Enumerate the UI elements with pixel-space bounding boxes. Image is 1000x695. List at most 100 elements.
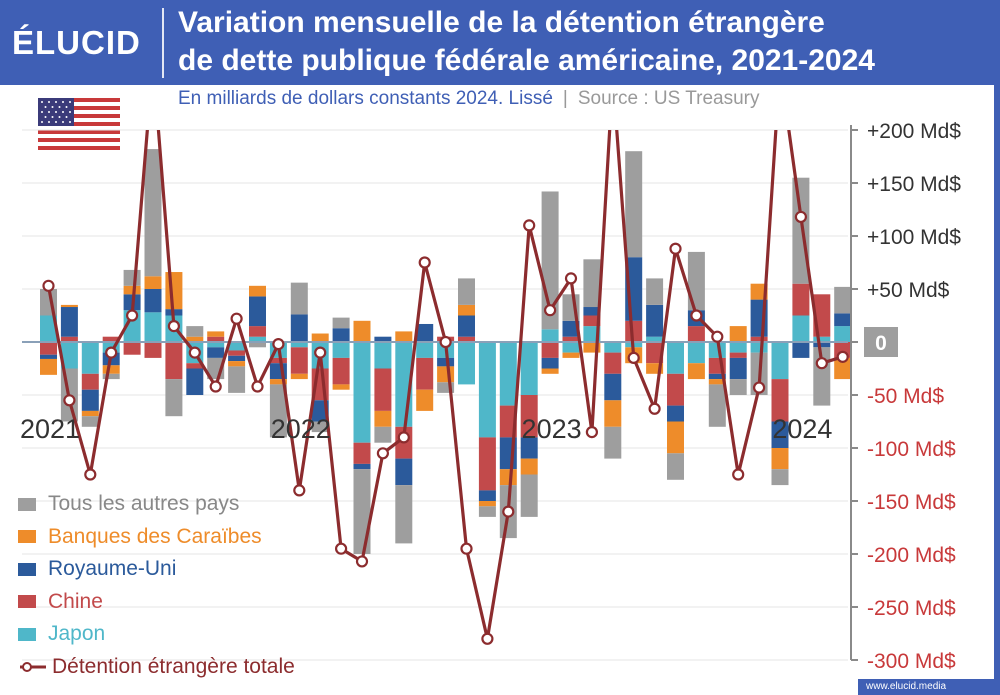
- bar-caribbean-2022-12[interactable]: [521, 459, 538, 475]
- bar-caribbean-2021-04[interactable]: [103, 365, 120, 373]
- bar-china-2022-04[interactable]: [354, 443, 371, 464]
- total-point-2023-02[interactable]: [566, 273, 576, 283]
- bar-japan-2023-11[interactable]: [751, 342, 768, 353]
- bar-others-2021-08[interactable]: [186, 326, 203, 337]
- bar-others-2023-09[interactable]: [709, 384, 726, 426]
- bar-china-2021-11[interactable]: [249, 326, 266, 337]
- bar-japan-2023-04[interactable]: [604, 342, 621, 353]
- total-point-2021-09[interactable]: [211, 382, 221, 392]
- bar-caribbean-2022-02[interactable]: [312, 334, 329, 342]
- bar-uk-2022-09[interactable]: [458, 316, 475, 337]
- bar-china-2022-07[interactable]: [416, 358, 433, 390]
- bar-others-2021-10[interactable]: [228, 366, 245, 393]
- bar-china-2023-10[interactable]: [730, 353, 747, 358]
- total-point-2021-08[interactable]: [190, 348, 200, 358]
- bar-japan-2023-02[interactable]: [563, 342, 580, 353]
- total-point-2023-06[interactable]: [650, 404, 660, 414]
- bar-others-2023-07[interactable]: [667, 453, 684, 480]
- legend-item-japan[interactable]: Japon: [18, 618, 295, 651]
- bar-caribbean-2023-02[interactable]: [563, 353, 580, 358]
- bar-caribbean-2022-05[interactable]: [374, 411, 391, 427]
- bar-uk-2021-09[interactable]: [207, 347, 224, 358]
- bar-china-2022-05[interactable]: [374, 369, 391, 411]
- bar-caribbean-2022-09[interactable]: [458, 305, 475, 316]
- bar-others-2022-12[interactable]: [521, 475, 538, 517]
- legend-item-total[interactable]: Détention étrangère totale: [18, 651, 295, 684]
- bar-uk-2021-03[interactable]: [82, 390, 99, 411]
- bar-china-2023-04[interactable]: [604, 353, 621, 374]
- bar-others-2022-06[interactable]: [395, 485, 412, 543]
- bar-others-2022-01[interactable]: [291, 283, 308, 315]
- total-point-2022-10[interactable]: [482, 634, 492, 644]
- bar-caribbean-2022-06[interactable]: [395, 331, 412, 342]
- bar-uk-2021-02[interactable]: [61, 307, 78, 337]
- bar-others-2024-03[interactable]: [834, 287, 851, 314]
- bar-caribbean-2021-03[interactable]: [82, 411, 99, 416]
- total-point-2024-02[interactable]: [817, 358, 827, 368]
- bar-others-2022-09[interactable]: [458, 278, 475, 305]
- bar-others-2021-06[interactable]: [145, 149, 162, 276]
- bar-uk-2021-01[interactable]: [40, 355, 57, 359]
- bar-china-2021-07[interactable]: [165, 342, 182, 379]
- bar-china-2023-08[interactable]: [688, 326, 705, 342]
- bar-others-2021-03[interactable]: [82, 416, 99, 427]
- bar-caribbean-2022-07[interactable]: [416, 390, 433, 411]
- bar-others-2023-10[interactable]: [730, 379, 747, 395]
- total-point-2022-05[interactable]: [378, 448, 388, 458]
- bar-uk-2021-06[interactable]: [145, 289, 162, 312]
- total-point-2022-07[interactable]: [420, 258, 430, 268]
- total-point-2022-11[interactable]: [503, 507, 513, 517]
- bar-china-2021-01[interactable]: [40, 342, 57, 355]
- bar-caribbean-2022-01[interactable]: [291, 374, 308, 379]
- bar-caribbean-2023-12[interactable]: [772, 448, 789, 469]
- bar-uk-2022-04[interactable]: [354, 464, 371, 469]
- bar-china-2021-03[interactable]: [82, 374, 99, 390]
- bar-uk-2024-01[interactable]: [792, 342, 809, 358]
- bar-uk-2021-08[interactable]: [186, 369, 203, 396]
- bar-caribbean-2023-01[interactable]: [542, 369, 559, 374]
- total-point-2021-07[interactable]: [169, 321, 179, 331]
- bar-others-2023-06[interactable]: [646, 278, 663, 305]
- bar-japan-2022-03[interactable]: [333, 342, 350, 358]
- total-point-2022-02[interactable]: [315, 348, 325, 358]
- total-point-2023-10[interactable]: [733, 470, 743, 480]
- bar-japan-2022-09[interactable]: [458, 342, 475, 384]
- bar-caribbean-2023-07[interactable]: [667, 422, 684, 454]
- total-point-2023-03[interactable]: [587, 427, 597, 437]
- legend-item-uk[interactable]: Royaume-Uni: [18, 553, 295, 586]
- bar-uk-2022-10[interactable]: [479, 490, 496, 501]
- total-point-2021-12[interactable]: [273, 339, 283, 349]
- total-point-2024-03[interactable]: [838, 352, 848, 362]
- bar-others-2023-12[interactable]: [772, 469, 789, 485]
- bar-japan-2023-07[interactable]: [667, 342, 684, 374]
- legend-item-caribbean[interactable]: Banques des Caraïbes: [18, 521, 295, 554]
- total-point-2023-05[interactable]: [629, 353, 639, 363]
- bar-uk-2022-06[interactable]: [395, 459, 412, 486]
- bar-caribbean-2022-04[interactable]: [354, 321, 371, 342]
- total-point-2021-05[interactable]: [127, 311, 137, 321]
- bar-caribbean-2023-08[interactable]: [688, 363, 705, 379]
- bar-others-2022-04[interactable]: [354, 469, 371, 554]
- bar-japan-2024-03[interactable]: [834, 326, 851, 342]
- bar-japan-2023-12[interactable]: [772, 342, 789, 379]
- legend-item-others[interactable]: Tous les autres pays: [18, 488, 295, 521]
- bar-uk-2023-06[interactable]: [646, 305, 663, 337]
- bar-uk-2023-07[interactable]: [667, 406, 684, 422]
- total-point-2021-02[interactable]: [64, 395, 74, 405]
- bar-others-2023-03[interactable]: [583, 259, 600, 307]
- bar-uk-2022-03[interactable]: [333, 328, 350, 342]
- total-point-2022-08[interactable]: [441, 337, 451, 347]
- bar-caribbean-2022-10[interactable]: [479, 501, 496, 506]
- bar-uk-2022-07[interactable]: [416, 324, 433, 342]
- bar-caribbean-2022-08[interactable]: [437, 366, 454, 382]
- bar-china-2021-10[interactable]: [228, 350, 245, 355]
- bar-china-2022-03[interactable]: [333, 358, 350, 385]
- bar-others-2021-05[interactable]: [124, 270, 141, 286]
- bar-japan-2021-03[interactable]: [82, 342, 99, 374]
- bar-japan-2022-07[interactable]: [416, 342, 433, 358]
- total-point-2023-11[interactable]: [754, 383, 764, 393]
- bar-caribbean-2021-05[interactable]: [124, 286, 141, 294]
- bar-japan-2023-01[interactable]: [542, 329, 559, 342]
- bar-japan-2024-01[interactable]: [792, 316, 809, 343]
- total-point-2021-04[interactable]: [106, 348, 116, 358]
